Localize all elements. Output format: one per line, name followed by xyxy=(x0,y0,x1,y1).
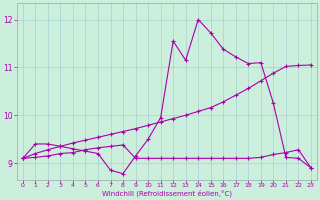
X-axis label: Windchill (Refroidissement éolien,°C): Windchill (Refroidissement éolien,°C) xyxy=(102,190,232,197)
